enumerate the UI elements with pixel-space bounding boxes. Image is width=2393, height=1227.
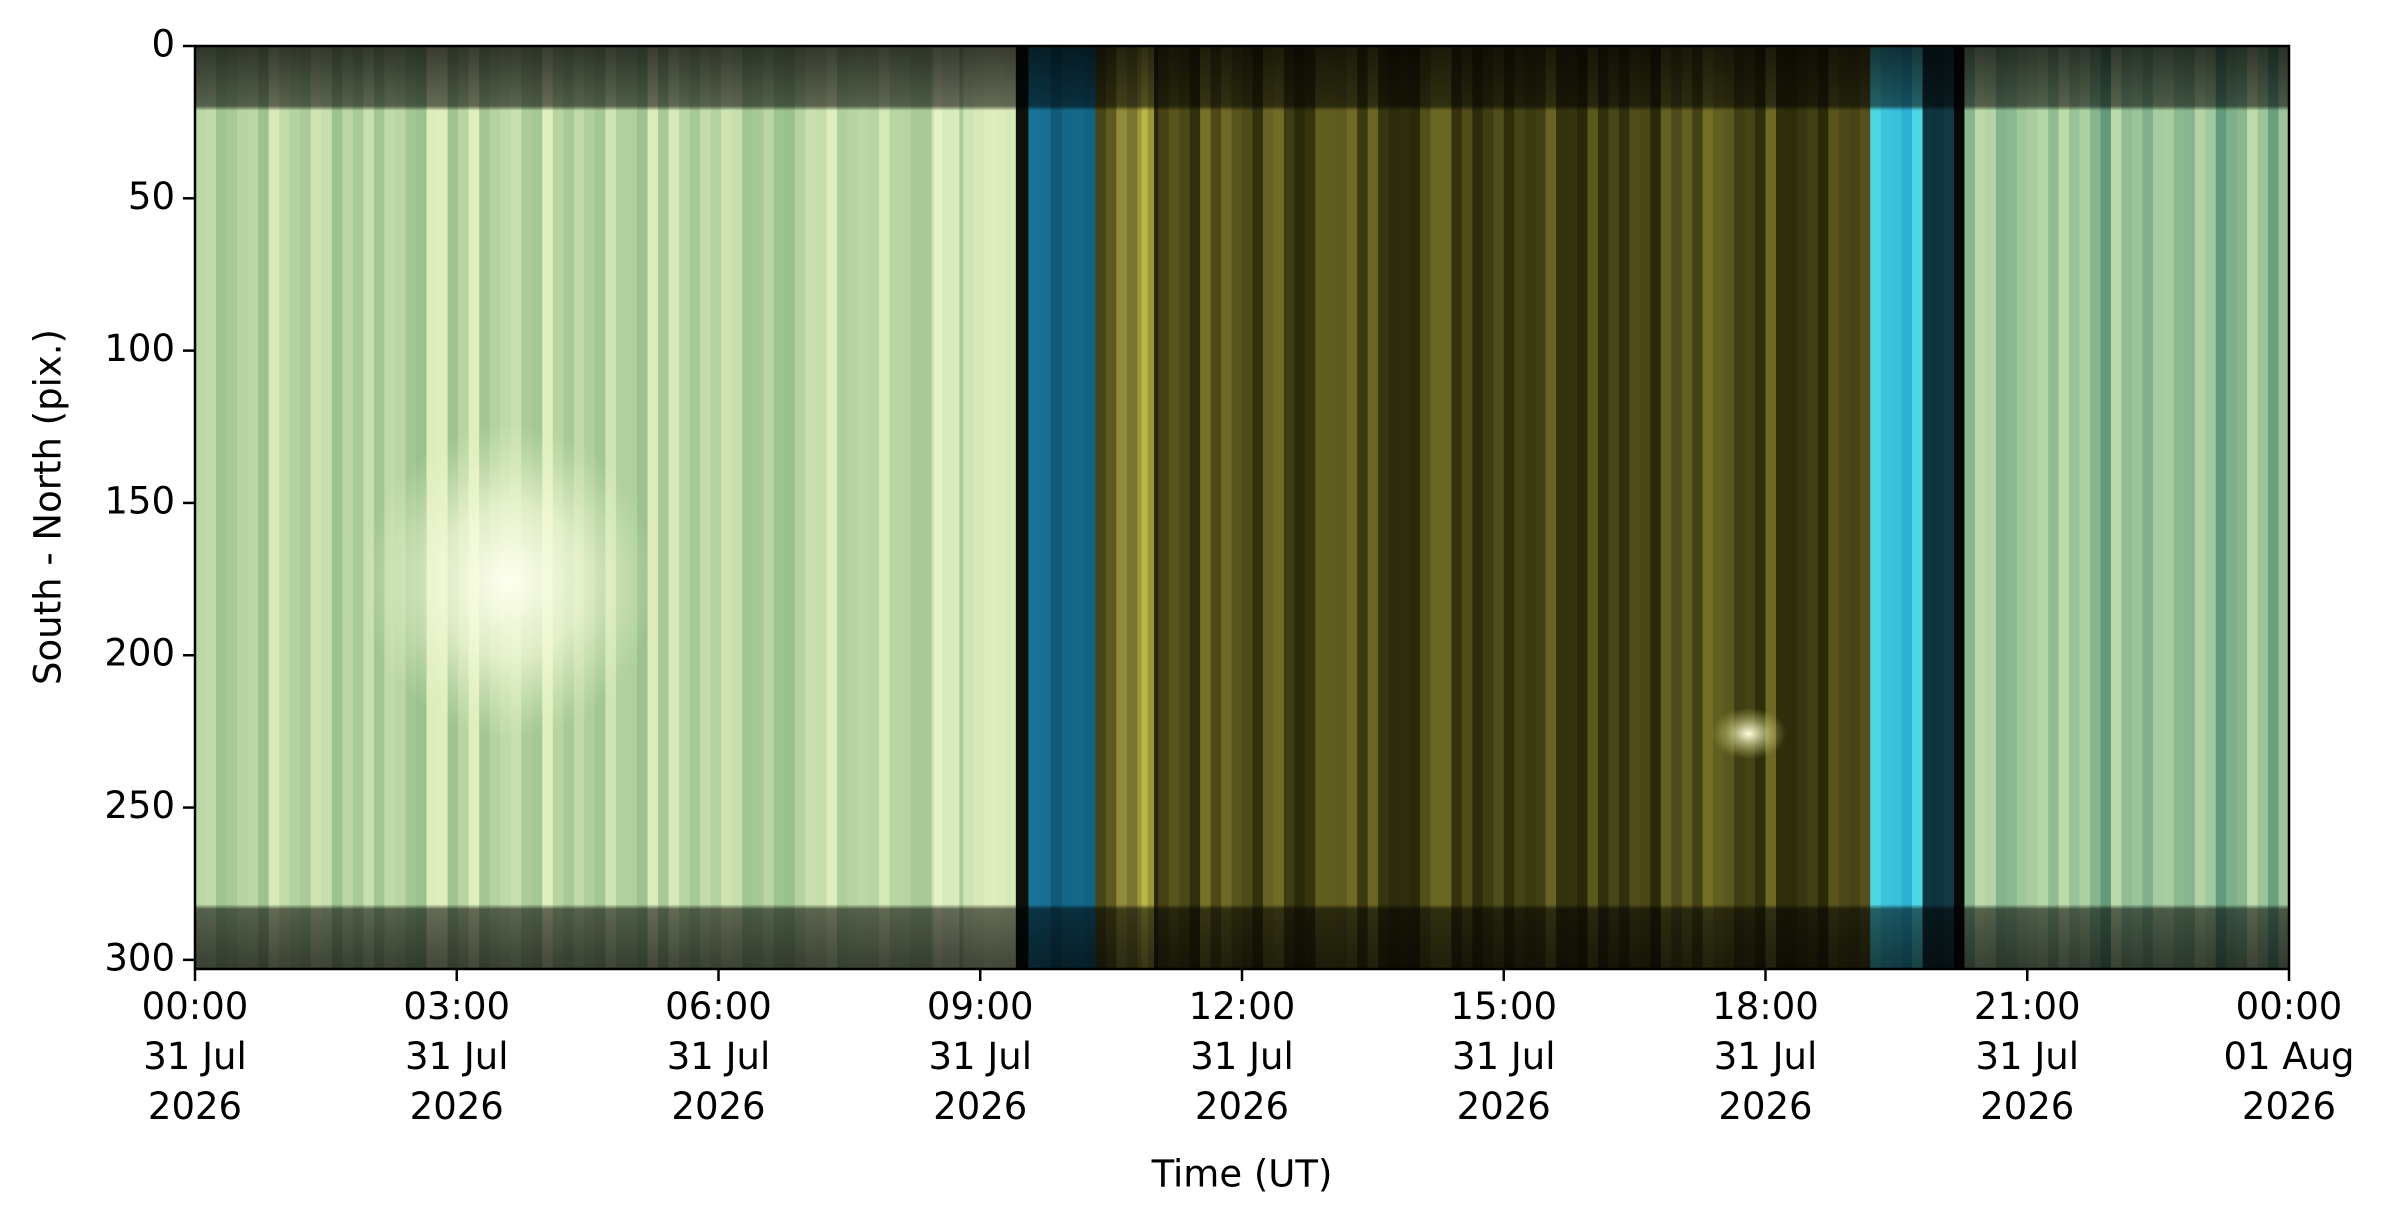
keogram-image — [195, 46, 2289, 969]
x-tick-label: 06:00 31 Jul 2026 — [665, 985, 772, 1128]
x-tick-label: 15:00 31 Jul 2026 — [1450, 985, 1557, 1128]
y-tick-label: 300 — [104, 936, 175, 979]
y-tick-label: 200 — [104, 632, 175, 675]
y-tick-label: 50 — [128, 175, 175, 218]
image-glow — [1711, 707, 1787, 760]
y-tick-label: 0 — [151, 23, 175, 66]
x-tick-label: 00:00 31 Jul 2026 — [142, 985, 249, 1128]
x-tick-label: 00:00 01 Aug 2026 — [2223, 985, 2354, 1128]
x-tick-label: 18:00 31 Jul 2026 — [1712, 985, 1819, 1128]
x-axis-label: Time (UT) — [1151, 1153, 1333, 1196]
x-tick-label: 12:00 31 Jul 2026 — [1189, 985, 1296, 1128]
y-axis-label: South - North (pix.) — [27, 329, 70, 685]
y-tick-label: 250 — [104, 784, 175, 827]
x-tick-label: 09:00 31 Jul 2026 — [927, 985, 1034, 1128]
image-glow — [362, 424, 656, 739]
y-tick-label: 150 — [104, 479, 175, 522]
x-tick-label: 21:00 31 Jul 2026 — [1974, 985, 2081, 1128]
x-tick-label: 03:00 31 Jul 2026 — [403, 985, 510, 1128]
y-tick-label: 100 — [104, 327, 175, 370]
